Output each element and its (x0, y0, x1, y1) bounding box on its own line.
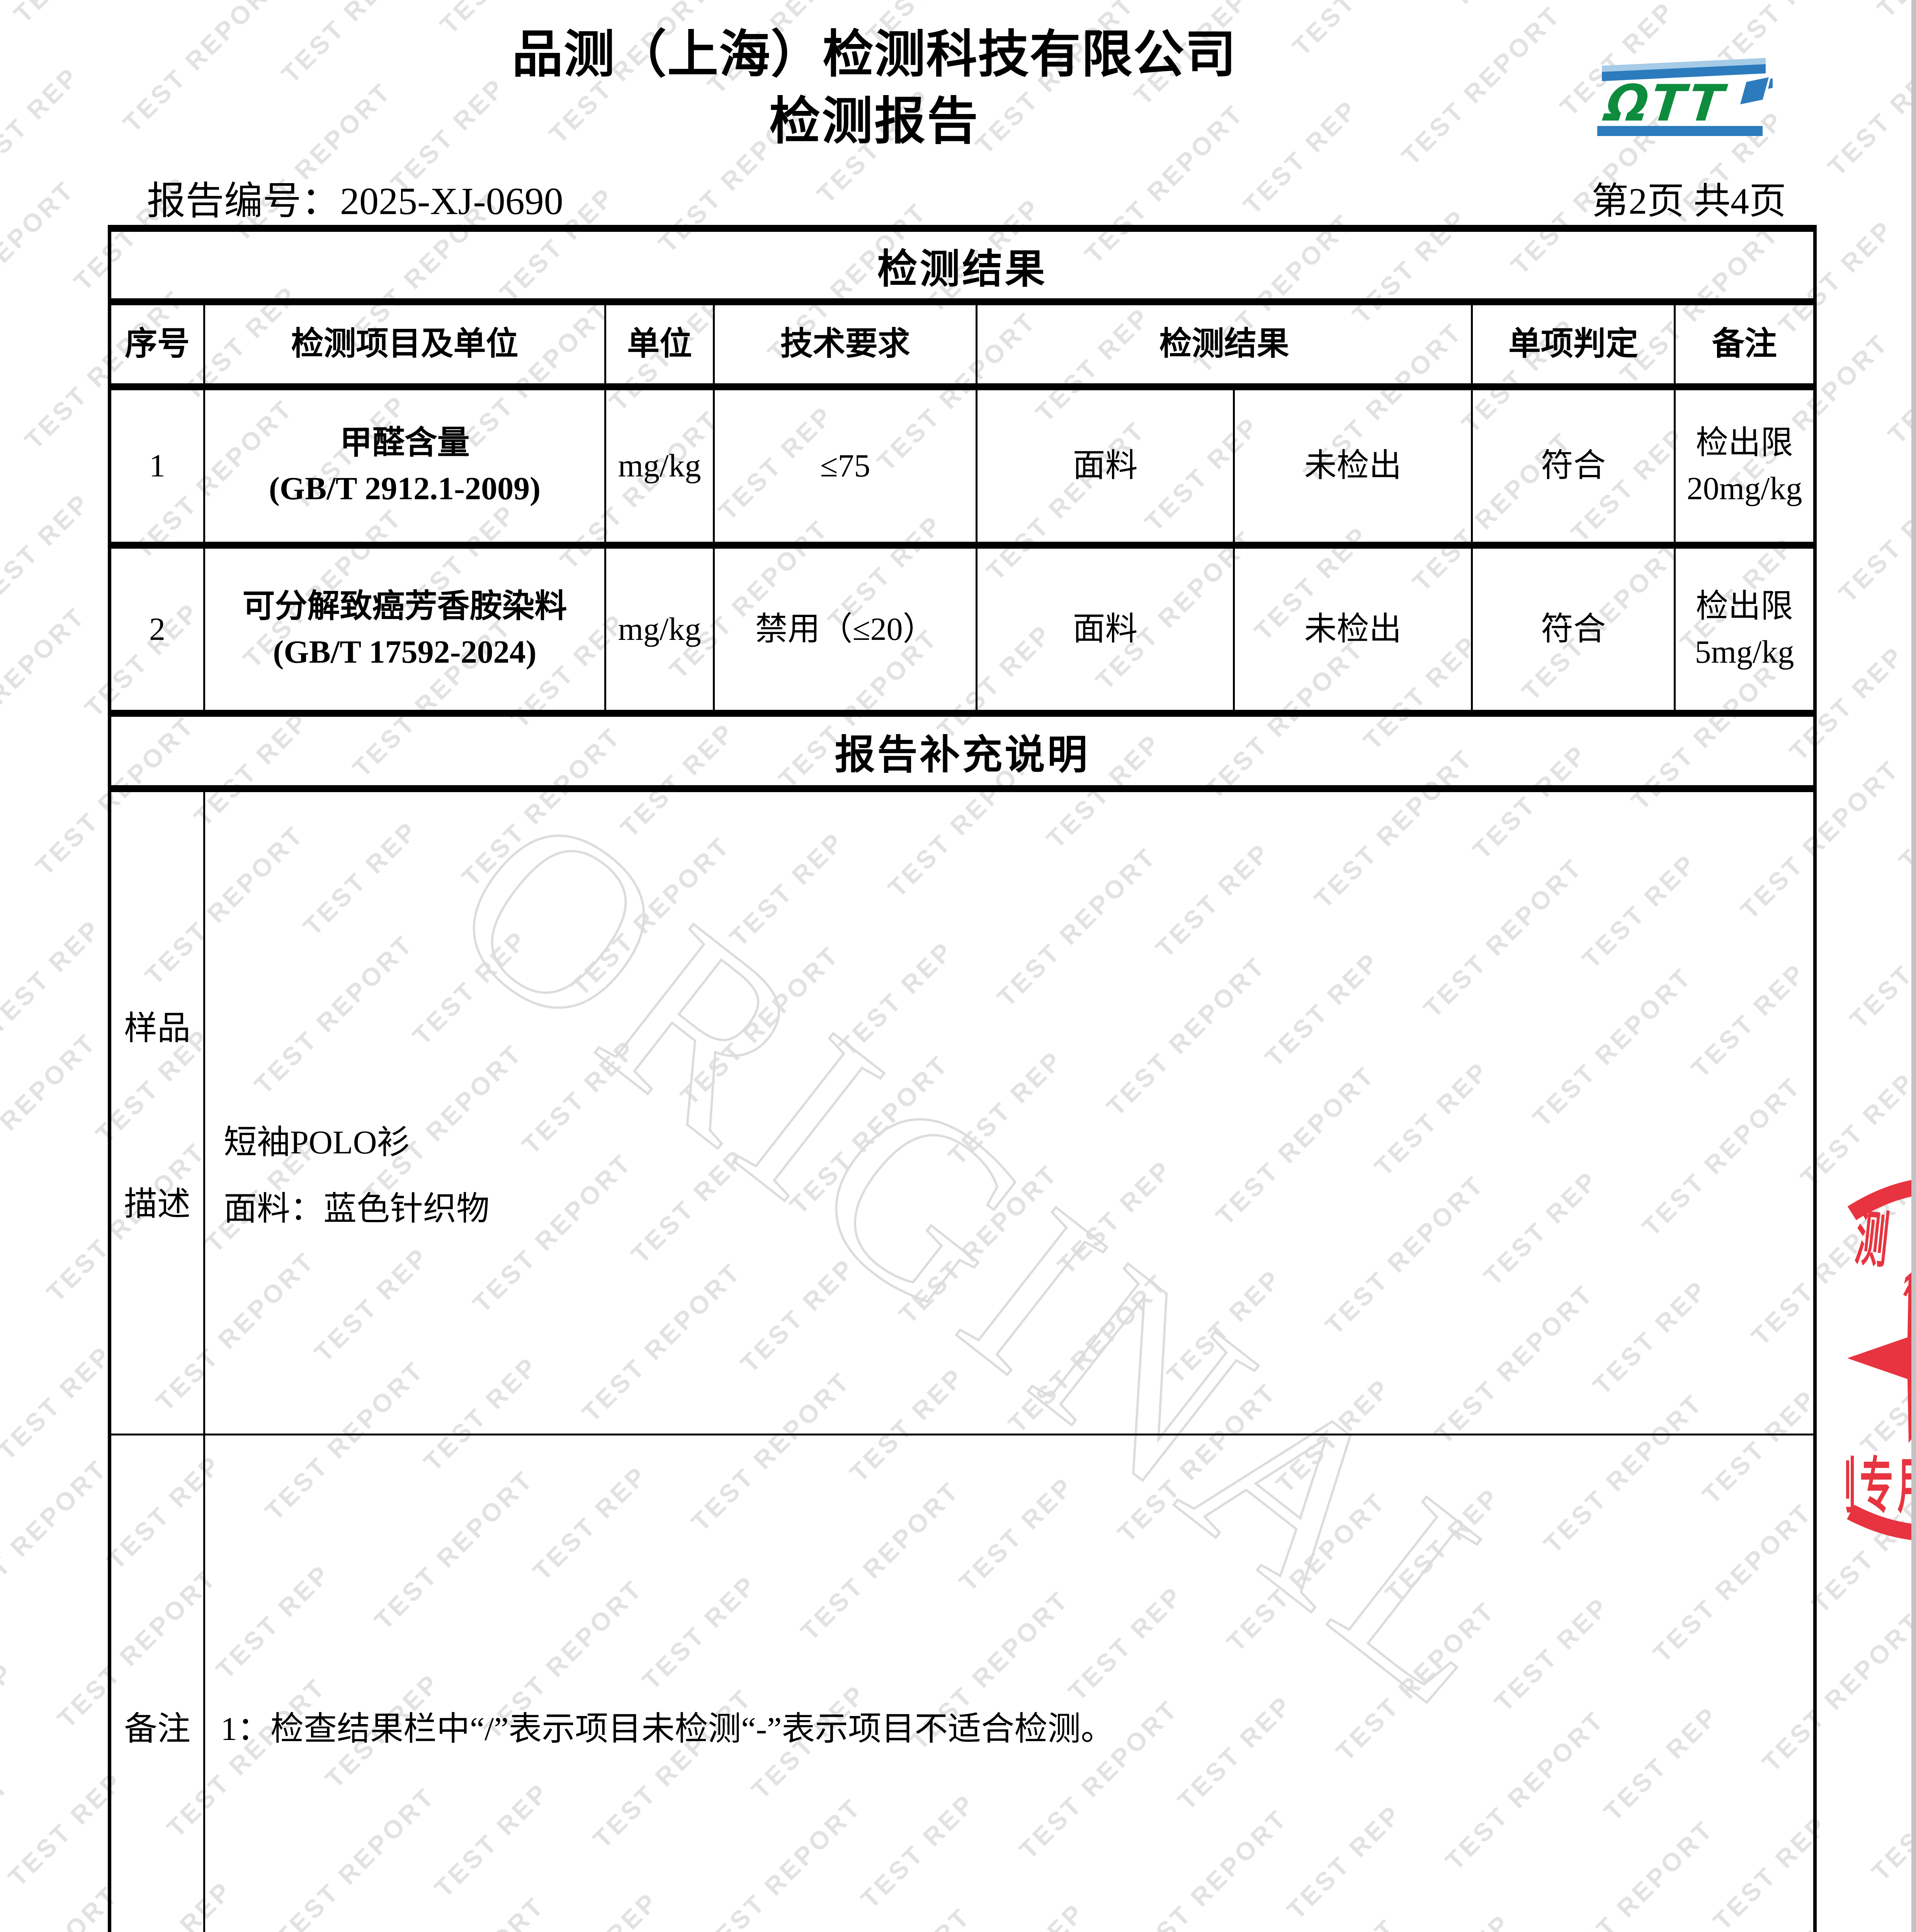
col-header-remark: 备注 (1674, 305, 1813, 383)
report-number-label: 报告编号： (147, 180, 340, 223)
logo-letters: ΩTT (1601, 74, 1730, 133)
section-title-results: 检测结果 (111, 232, 1813, 305)
cell-unit: mg/kg (604, 390, 713, 542)
cell-sample-part: 面料 (976, 390, 1233, 542)
logo-top-blue-bar (1602, 64, 1766, 81)
results-table: 检测结果 序号 检测项目及单位 单位 技术要求 检测结果 单项判定 备注 1 甲… (108, 225, 1817, 1932)
col-header-result: 检测结果 (976, 305, 1471, 383)
company-logo: ΩTT (1597, 58, 1773, 136)
report-number-line: 报告编号：2025-XJ-0690 (147, 169, 563, 225)
cell-requirement: ≤75 (713, 390, 976, 542)
remark-line1: 检出限 (1695, 425, 1793, 461)
note-content: 1：检查结果栏中“/”表示项目未检测“-”表示项目不适合检测。 (203, 1435, 1813, 1932)
cell-remark: 检出限 20mg/kg (1674, 390, 1813, 542)
item-name: 甲醛含量 (340, 425, 470, 461)
logo-right-parallelogram (1740, 77, 1769, 104)
logo-top-lightblue-bar (1602, 58, 1766, 72)
cell-requirement: 禁用（≤20） (713, 549, 976, 710)
cell-sample-part: 面料 (976, 549, 1233, 710)
cell-judgement: 符合 (1471, 549, 1674, 710)
logo-bottom-blue-bar (1597, 126, 1763, 136)
cell-item: 甲醛含量 (GB/T 2912.1-2009) (203, 390, 604, 542)
stamp-bottom-arc (1847, 1505, 1916, 1541)
col-header-item: 检测项目及单位 (203, 305, 604, 383)
table-row: 2 可分解致癌芳香胺染料 (GB/T 17592-2024) mg/kg 禁用（… (111, 549, 1813, 717)
stamp-star (1847, 1274, 1916, 1443)
cell-result: 未检出 (1233, 390, 1471, 542)
col-header-requirement: 技术要求 (713, 305, 976, 383)
page-edge-shadow (1911, 0, 1916, 1932)
remark-line2: 20mg/kg (1686, 471, 1802, 507)
cell-no: 2 (149, 611, 165, 647)
logo-right-dash1 (1768, 78, 1773, 89)
sample-description-row: 样品 描述 短袖POLO衫 面料：蓝色针织物 (111, 792, 1813, 1435)
cell-no: 1 (149, 448, 165, 484)
report-number-value: 2025-XJ-0690 (340, 180, 563, 223)
sample-description-content: 短袖POLO衫 面料：蓝色针织物 (203, 792, 1813, 1434)
table-row: 1 甲醛含量 (GB/T 2912.1-2009) mg/kg ≤75 面料 未… (111, 390, 1813, 549)
table-header-row: 序号 检测项目及单位 单位 技术要求 检测结果 单项判定 备注 (111, 305, 1813, 390)
cell-result: 未检出 (1233, 549, 1471, 710)
svg-text:测: 测 (1852, 1205, 1892, 1275)
cell-item: 可分解致癌芳香胺染料 (GB/T 17592-2024) (203, 549, 604, 710)
section-title-supplement: 报告补充说明 (111, 717, 1813, 792)
company-name: 品测（上海）检测科技有限公司 (512, 26, 1237, 83)
sample-desc-line1: 短袖POLO衫 (224, 1124, 410, 1161)
page-indicator: 第2页 共4页 (1591, 180, 1786, 222)
cell-remark: 检出限 5mg/kg (1674, 549, 1813, 710)
document-title: 检测报告 (769, 93, 979, 150)
col-header-judgement: 单项判定 (1471, 305, 1674, 383)
sample-label-line1: 样品 (124, 1010, 190, 1047)
cell-judgement: 符合 (1471, 390, 1674, 542)
item-standard: (GB/T 2912.1-2009) (269, 471, 541, 507)
red-seal-stamp: 测 科 测专用 (1846, 1179, 1916, 1541)
item-name: 可分解致癌芳香胺染料 (242, 588, 567, 624)
stamp-top-text: 测 科 (1852, 1205, 1916, 1314)
stamp-top-arc (1847, 1179, 1916, 1220)
note-label: 备注 (124, 1710, 190, 1747)
sample-desc-line2: 面料：蓝色针织物 (224, 1190, 490, 1227)
note-row: 备注 1：检查结果栏中“/”表示项目未检测“-”表示项目不适合检测。 (111, 1435, 1813, 1932)
sample-label-line2: 描述 (124, 1185, 190, 1223)
report-header: 品测（上海）检测科技有限公司 检测报告 (109, 24, 1639, 151)
sample-description-label: 样品 描述 (111, 792, 203, 1434)
remark-line1: 检出限 (1695, 588, 1793, 624)
col-header-no: 序号 (124, 326, 190, 362)
col-header-unit: 单位 (604, 305, 713, 383)
remark-line2: 5mg/kg (1695, 634, 1794, 670)
cell-unit: mg/kg (604, 549, 713, 710)
item-standard: (GB/T 17592-2024) (273, 634, 537, 670)
